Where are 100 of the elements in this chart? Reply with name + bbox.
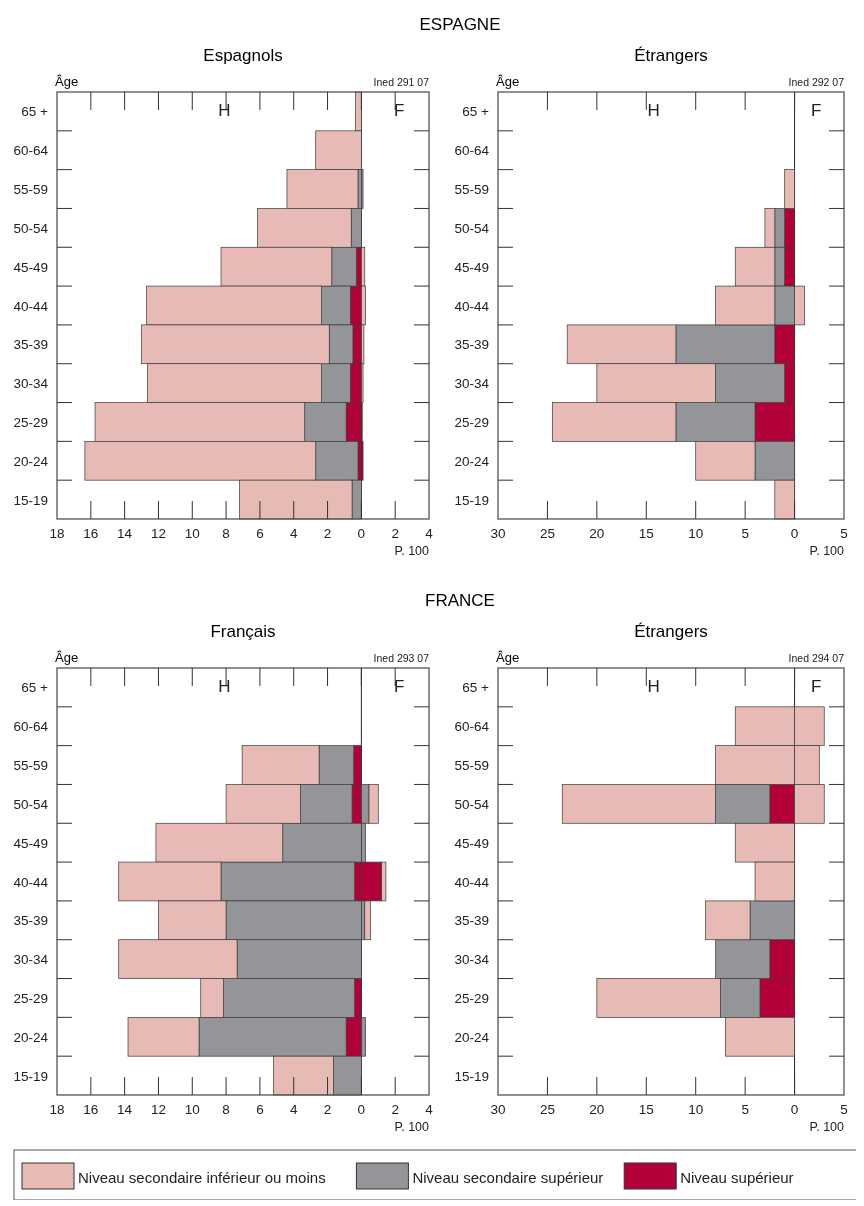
y-tick-label: 60-64 bbox=[13, 143, 49, 159]
y-tick-label: 65 + bbox=[462, 680, 490, 696]
x-tick-label: 20 bbox=[589, 526, 605, 541]
text: ESPAGNE bbox=[419, 15, 501, 34]
x-tick-label: 15 bbox=[638, 1102, 654, 1117]
y-axis-title: Âge bbox=[55, 650, 79, 665]
x-tick-label: 5 bbox=[840, 526, 848, 541]
annotation: H bbox=[218, 677, 231, 697]
x-tick-label: 0 bbox=[357, 526, 366, 541]
y-tick-label: 55-59 bbox=[454, 182, 489, 198]
annotation: H bbox=[647, 101, 660, 121]
y-tick-label: 50-54 bbox=[454, 796, 490, 812]
y-tick-label: 65 + bbox=[21, 104, 49, 120]
annotation: H bbox=[647, 677, 660, 697]
y-tick-label: 20-24 bbox=[454, 1029, 490, 1045]
y-tick-label: 65 + bbox=[462, 104, 490, 120]
x-tick-label: 2 bbox=[323, 1102, 332, 1117]
x-tick-label: 0 bbox=[790, 1102, 799, 1117]
chart-title: Étrangers bbox=[634, 622, 708, 641]
y-tick-label: 55-59 bbox=[13, 182, 48, 198]
annotation: F bbox=[394, 101, 405, 121]
text: Ined 291 07 bbox=[373, 76, 430, 88]
x-tick-label: 18 bbox=[49, 1102, 65, 1117]
y-tick-label: 40-44 bbox=[13, 874, 49, 890]
y-tick-label: 30-34 bbox=[454, 952, 490, 968]
y-tick-label: 25-29 bbox=[454, 414, 489, 430]
x-tick-label: 4 bbox=[289, 526, 298, 541]
y-tick-label: 60-64 bbox=[454, 143, 490, 159]
text: Ined 292 07 bbox=[788, 76, 845, 88]
chart-title: Français bbox=[210, 622, 276, 641]
y-tick-label: 55-59 bbox=[13, 758, 48, 774]
x-tick-label: 8 bbox=[222, 526, 230, 541]
x-tick-label: 10 bbox=[184, 1102, 200, 1117]
x-tick-label: 6 bbox=[256, 526, 264, 541]
y-tick-label: 50-54 bbox=[13, 796, 49, 812]
x-tick-label: 8 bbox=[222, 1102, 230, 1117]
text: FRANCE bbox=[425, 591, 495, 610]
annotation: F bbox=[811, 677, 822, 697]
chart-title: Étrangers bbox=[634, 46, 708, 65]
y-tick-label: 35-39 bbox=[13, 337, 48, 353]
x-tick-label: 5 bbox=[741, 1102, 749, 1117]
x-tick-label: 12 bbox=[150, 526, 166, 541]
legend-label: Niveau secondaire supérieur bbox=[412, 1169, 604, 1186]
y-axis-title: Âge bbox=[496, 74, 520, 89]
x-tick-label: 20 bbox=[589, 1102, 605, 1117]
y-tick-label: 20-24 bbox=[454, 453, 490, 469]
x-tick-label: 6 bbox=[256, 1102, 264, 1117]
x-tick-label: 12 bbox=[150, 1102, 166, 1117]
y-tick-label: 15-19 bbox=[13, 1068, 48, 1084]
x-tick-label: 5 bbox=[840, 1102, 848, 1117]
y-tick-label: 35-39 bbox=[454, 337, 489, 353]
text: Ined 293 07 bbox=[373, 652, 430, 664]
x-tick-label: 4 bbox=[425, 1102, 434, 1117]
annotation: H bbox=[218, 101, 231, 121]
y-tick-label: 30-34 bbox=[13, 376, 49, 392]
x-tick-label: 25 bbox=[539, 1102, 555, 1117]
y-tick-label: 45-49 bbox=[13, 259, 48, 275]
x-tick-label: 10 bbox=[688, 526, 704, 541]
y-tick-label: 40-44 bbox=[454, 874, 490, 890]
y-tick-label: 25-29 bbox=[454, 990, 489, 1006]
x-tick-label: 16 bbox=[83, 1102, 99, 1117]
y-tick-label: 15-19 bbox=[13, 492, 48, 508]
y-tick-label: 45-49 bbox=[454, 259, 489, 275]
y-tick-label: 40-44 bbox=[13, 298, 49, 314]
y-tick-label: 60-64 bbox=[454, 719, 490, 735]
y-tick-label: 25-29 bbox=[13, 990, 48, 1006]
legend-label: Niveau secondaire inférieur ou moins bbox=[78, 1169, 326, 1186]
y-tick-label: 15-19 bbox=[454, 492, 489, 508]
x-tick-label: 15 bbox=[638, 526, 654, 541]
x-tick-label: 16 bbox=[83, 526, 99, 541]
y-tick-label: 45-49 bbox=[454, 835, 489, 851]
x-tick-label: 4 bbox=[289, 1102, 298, 1117]
chart-title: Espagnols bbox=[203, 46, 283, 65]
y-tick-label: 20-24 bbox=[13, 453, 49, 469]
x-tick-label: 2 bbox=[391, 526, 399, 541]
y-tick-label: 65 + bbox=[21, 680, 49, 696]
x-tick-label: 2 bbox=[391, 1102, 399, 1117]
y-tick-label: 40-44 bbox=[454, 298, 490, 314]
legend-label: Niveau supérieur bbox=[680, 1169, 794, 1186]
y-tick-label: 30-34 bbox=[454, 376, 490, 392]
y-tick-label: 50-54 bbox=[454, 220, 490, 236]
annotation: F bbox=[811, 101, 822, 121]
y-tick-label: 35-39 bbox=[13, 913, 48, 929]
x-tick-label: 2 bbox=[323, 526, 332, 541]
y-tick-label: 50-54 bbox=[13, 220, 49, 236]
x-axis-title: P. 100 bbox=[809, 1120, 845, 1134]
x-tick-label: 0 bbox=[357, 1102, 366, 1117]
y-tick-label: 15-19 bbox=[454, 1068, 489, 1084]
y-tick-label: 35-39 bbox=[454, 913, 489, 929]
x-tick-label: 0 bbox=[790, 526, 799, 541]
x-tick-label: 14 bbox=[117, 1102, 133, 1117]
x-axis-title: P. 100 bbox=[809, 544, 845, 558]
y-tick-label: 20-24 bbox=[13, 1029, 49, 1045]
x-tick-label: 30 bbox=[490, 526, 506, 541]
x-tick-label: 5 bbox=[741, 526, 749, 541]
annotation: F bbox=[394, 677, 405, 697]
x-tick-label: 30 bbox=[490, 1102, 506, 1117]
y-axis-title: Âge bbox=[496, 650, 520, 665]
x-axis-title: P. 100 bbox=[394, 1120, 430, 1134]
y-axis-title: Âge bbox=[55, 74, 79, 89]
